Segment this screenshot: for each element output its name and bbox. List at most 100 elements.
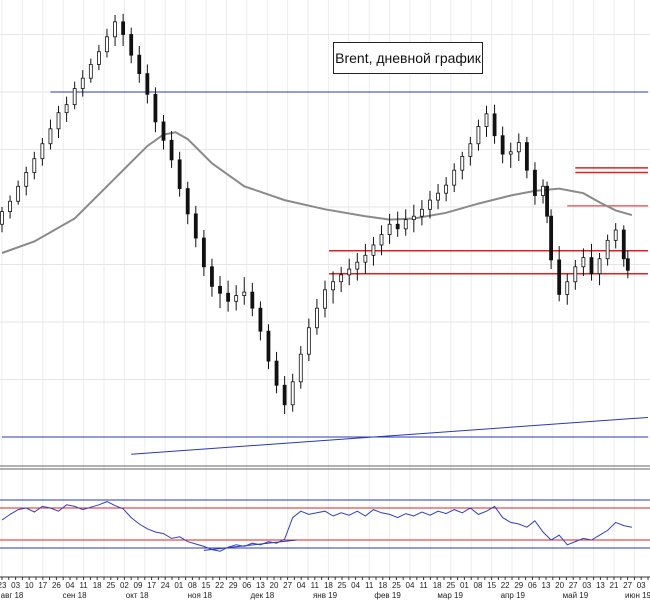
month-label: июн 19	[625, 591, 650, 600]
candle	[589, 243, 594, 281]
candle	[347, 258, 352, 286]
candle	[476, 119, 481, 151]
candle	[444, 177, 449, 202]
candle	[282, 376, 287, 414]
chart-title: Brent, дневной график	[333, 42, 483, 74]
candle	[201, 230, 206, 276]
candle	[371, 236, 376, 266]
day-tick-label: 10	[25, 581, 34, 590]
candle	[492, 104, 497, 144]
candle	[524, 136, 529, 179]
day-tick-label: 22	[501, 581, 510, 590]
candle	[484, 105, 489, 137]
candle	[169, 131, 174, 168]
month-label: дек 18	[251, 591, 275, 600]
day-tick-label: 04	[351, 581, 360, 590]
candle	[613, 223, 618, 249]
day-tick-label: 03	[637, 581, 646, 590]
candle	[72, 81, 77, 110]
candle	[379, 225, 384, 256]
candle	[8, 195, 12, 219]
horizontal-levels	[2, 91, 649, 455]
oscillator-panel	[0, 499, 650, 552]
day-tick-label: 06	[242, 581, 251, 590]
day-tick-label: 03	[582, 581, 591, 590]
candle	[508, 142, 513, 168]
day-tick-label: 27	[283, 581, 292, 590]
candle	[242, 277, 247, 305]
candle	[274, 351, 279, 394]
candle	[250, 282, 255, 317]
candle	[97, 44, 101, 71]
candle	[226, 280, 231, 312]
day-tick-label: 11	[79, 581, 88, 590]
day-tick-label: 25	[106, 581, 115, 590]
oscillator-line	[1, 501, 632, 552]
candle	[145, 64, 150, 104]
day-tick-label: 18	[324, 581, 333, 590]
day-tick-label: 17	[38, 581, 47, 590]
candle	[500, 126, 505, 164]
candle	[185, 181, 190, 225]
day-tick-label: 09	[134, 581, 143, 590]
day-tick-label: 03	[11, 581, 20, 590]
day-tick-label: 04	[66, 581, 75, 590]
oscillator-line-layer	[1, 501, 632, 552]
candle	[210, 258, 214, 297]
day-tick-label: 20	[555, 581, 564, 590]
month-label: янв 19	[313, 591, 338, 600]
month-label: окт 18	[126, 591, 149, 600]
candle	[193, 205, 198, 248]
candle	[387, 213, 392, 244]
candle	[137, 46, 142, 83]
candle	[516, 133, 521, 161]
day-tick-label: 01	[460, 581, 469, 590]
day-tick-label: 25	[338, 581, 347, 590]
day-tick-label: 27	[569, 581, 578, 590]
month-label: апр 19	[501, 591, 526, 600]
candle	[339, 266, 344, 293]
month-label: ноя 18	[188, 591, 213, 600]
candle	[549, 209, 553, 270]
candle	[32, 151, 37, 180]
candle	[121, 13, 126, 46]
candle	[80, 70, 85, 97]
day-tick-label: 02	[120, 581, 129, 590]
candle	[315, 299, 319, 335]
day-tick-label: 13	[542, 581, 551, 590]
candle	[290, 373, 295, 412]
day-tick-label: 21	[610, 581, 619, 590]
day-tick-label: 04	[297, 581, 306, 590]
candle	[298, 346, 303, 389]
candle	[48, 119, 53, 150]
day-tick-label: 25	[446, 581, 455, 590]
candle	[468, 136, 473, 166]
day-tick-label: 25	[392, 581, 401, 590]
candle	[331, 271, 335, 304]
candle	[621, 225, 626, 267]
price-panel	[0, 13, 649, 455]
candle	[597, 253, 602, 286]
day-tick-label: 26	[52, 581, 61, 590]
day-tick-label: 15	[487, 581, 496, 590]
candle	[153, 87, 158, 133]
candle	[565, 273, 570, 305]
day-tick-label: 29	[514, 581, 523, 590]
candle	[395, 211, 400, 237]
day-tick-label: 08	[188, 581, 197, 590]
candles-layer	[0, 13, 630, 414]
day-tick-label: 04	[406, 581, 415, 590]
month-label: фев 19	[374, 591, 401, 600]
candle	[452, 163, 457, 193]
candle	[129, 27, 134, 64]
candle	[306, 318, 311, 362]
day-tick-label: 27	[623, 581, 632, 590]
day-tick-label: 18	[93, 581, 102, 590]
day-tick-label: 17	[147, 581, 156, 590]
candle	[64, 96, 69, 122]
candle	[581, 248, 586, 276]
candle	[460, 151, 465, 180]
candle	[258, 301, 263, 341]
day-tick-label: 11	[311, 581, 320, 590]
